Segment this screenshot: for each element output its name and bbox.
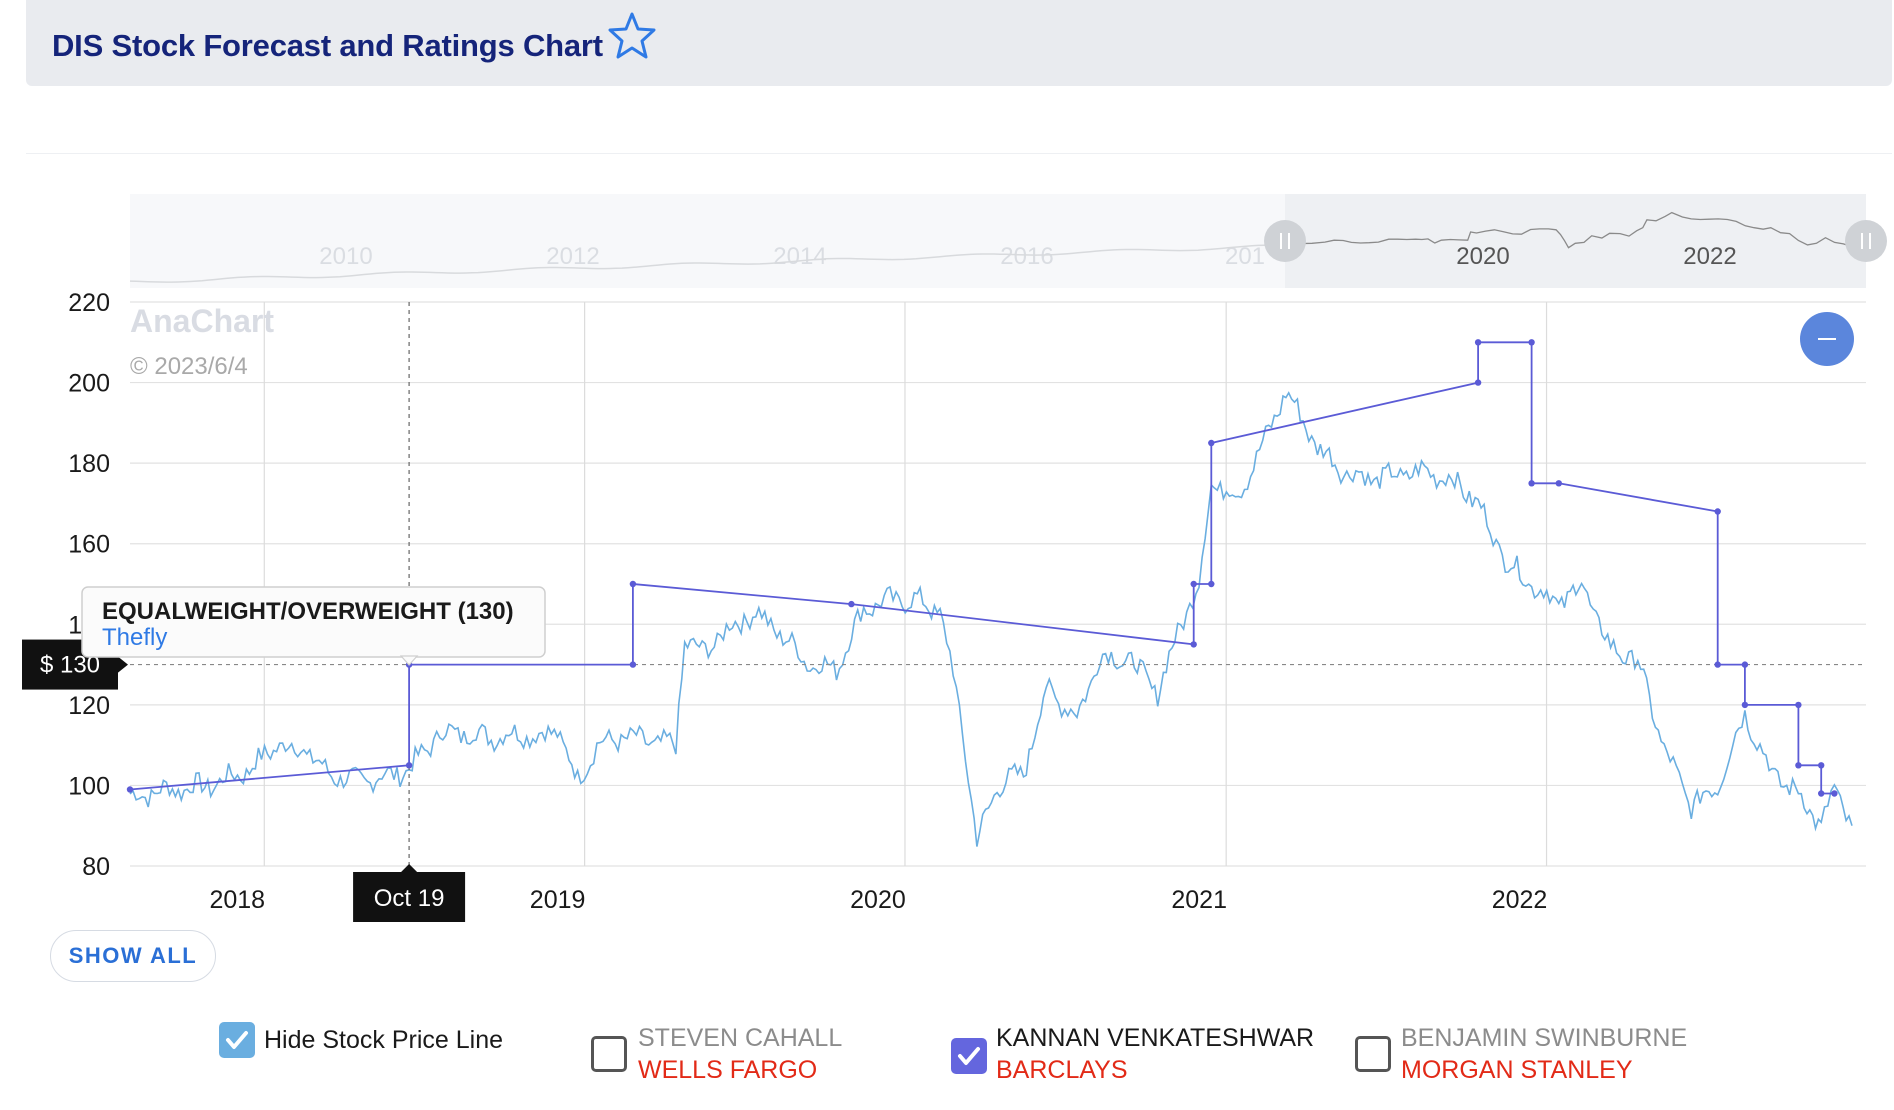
navigator-left-handle[interactable] bbox=[1264, 220, 1306, 262]
price-target-point bbox=[1528, 480, 1535, 487]
price-target-point bbox=[1474, 339, 1482, 346]
navigator-year-label: 2014 bbox=[773, 243, 826, 270]
x-tick-label: 2019 bbox=[530, 886, 586, 914]
date-label-box bbox=[353, 872, 466, 922]
navigator-year-label: 2022 bbox=[1683, 243, 1736, 270]
date-label-pointer bbox=[401, 864, 418, 872]
price-target-point bbox=[1555, 480, 1563, 487]
y-tick-label: 220 bbox=[68, 289, 110, 317]
price-target-point bbox=[1714, 508, 1721, 515]
y-tick-label: 100 bbox=[68, 772, 110, 800]
tooltip-source: Thefly bbox=[102, 624, 167, 651]
y-tick-label: 80 bbox=[82, 853, 110, 881]
analyst-firm: MORGAN STANLEY bbox=[1401, 1056, 1633, 1084]
navigator-selection bbox=[1285, 194, 1866, 288]
show-all-button[interactable]: SHOW ALL bbox=[50, 930, 216, 982]
hide-stock-label[interactable]: Hide Stock Price Line bbox=[264, 1026, 504, 1054]
analyst-name: BENJAMIN SWINBURNE bbox=[1401, 1024, 1688, 1052]
y-tick-label: 120 bbox=[68, 692, 110, 720]
navigator-history-line bbox=[129, 244, 1282, 283]
navigator-year-label: 2010 bbox=[319, 243, 372, 270]
chart-header: DIS Stock Forecast and Ratings Chart bbox=[26, 0, 1892, 86]
price-target-point bbox=[405, 762, 413, 769]
price-target-point bbox=[1831, 790, 1838, 797]
checkmark-icon bbox=[958, 1047, 980, 1065]
stock-price-line bbox=[129, 391, 1853, 847]
price-target-point bbox=[1818, 762, 1825, 769]
navigator-selected-line bbox=[1284, 211, 1862, 249]
crosshair-date-label: Oct 19 bbox=[353, 864, 466, 922]
price-target-point bbox=[1741, 661, 1749, 668]
price-target-point bbox=[629, 661, 637, 668]
price-target-point bbox=[1741, 701, 1749, 709]
price-target-point bbox=[1190, 641, 1197, 648]
x-tick-label: 2022 bbox=[1492, 886, 1548, 914]
analyst-name: KANNAN VENKATESHWAR bbox=[996, 1024, 1315, 1052]
divider bbox=[26, 153, 1892, 154]
price-target-point bbox=[126, 786, 134, 793]
price-target-point bbox=[1714, 661, 1721, 668]
price-target-point bbox=[629, 580, 637, 588]
price-target-point bbox=[1818, 790, 1825, 797]
handle-knob bbox=[1264, 220, 1306, 262]
page-title: DIS Stock Forecast and Ratings Chart bbox=[52, 28, 603, 63]
navigator-year-label: 2016 bbox=[1000, 243, 1053, 270]
tooltip-box bbox=[81, 586, 546, 658]
tooltip-pointer bbox=[399, 655, 419, 666]
checkmark-icon bbox=[226, 1031, 248, 1049]
analyst-name: STEVEN CAHALL bbox=[638, 1024, 843, 1052]
watermark-copyright: © 2023/6/4 bbox=[130, 353, 248, 380]
price-target-point bbox=[1474, 379, 1482, 386]
y-tick-label: 160 bbox=[68, 531, 110, 559]
handle-knob bbox=[1845, 220, 1887, 262]
price-label-pointer bbox=[118, 656, 128, 673]
price-target-line bbox=[129, 341, 1835, 795]
y-tick-label: 180 bbox=[68, 450, 110, 478]
rating-tooltip: EQUALWEIGHT/OVERWEIGHT (130)Thefly bbox=[81, 586, 546, 666]
star-icon[interactable] bbox=[606, 10, 658, 62]
analyst-checkbox-kannan-venkateshwar[interactable] bbox=[951, 1038, 987, 1074]
analyst-checkbox-benjamin-swinburne[interactable] bbox=[1355, 1036, 1391, 1072]
price-target-point bbox=[1190, 580, 1197, 588]
navigator-year-label: 2020 bbox=[1456, 243, 1509, 270]
x-tick-label: 2020 bbox=[850, 886, 906, 914]
analyst-firm: BARCLAYS bbox=[996, 1056, 1128, 1084]
price-target-point bbox=[1795, 701, 1802, 709]
navigator-right-handle[interactable] bbox=[1845, 220, 1887, 262]
x-tick-label: 2021 bbox=[1171, 886, 1227, 914]
analyst-checkbox-steven-cahall[interactable] bbox=[591, 1036, 627, 1072]
chart-area[interactable]: 2010 2012 2014 2016 201 2020 20222202001801601… bbox=[0, 0, 1894, 930]
price-target-point bbox=[1528, 339, 1535, 346]
price-target-point bbox=[848, 600, 855, 608]
price-target-point bbox=[1208, 439, 1215, 447]
minus-icon[interactable] bbox=[1800, 312, 1854, 366]
x-tick-label: 2018 bbox=[209, 886, 265, 914]
tooltip-rating: EQUALWEIGHT/OVERWEIGHT (130) bbox=[102, 598, 514, 625]
crosshair-price-label: $ 130 bbox=[22, 639, 128, 690]
analyst-firm: WELLS FARGO bbox=[638, 1056, 818, 1084]
y-tick-label: 200 bbox=[68, 370, 110, 398]
navigator-year-label: 2012 bbox=[546, 243, 599, 270]
price-target-point bbox=[1208, 580, 1215, 588]
price-target-point bbox=[1795, 762, 1802, 769]
hide-stock-checkbox[interactable] bbox=[219, 1022, 255, 1058]
date-label-text: Oct 19 bbox=[374, 885, 445, 912]
watermark-brand: AnaChart bbox=[130, 303, 274, 339]
